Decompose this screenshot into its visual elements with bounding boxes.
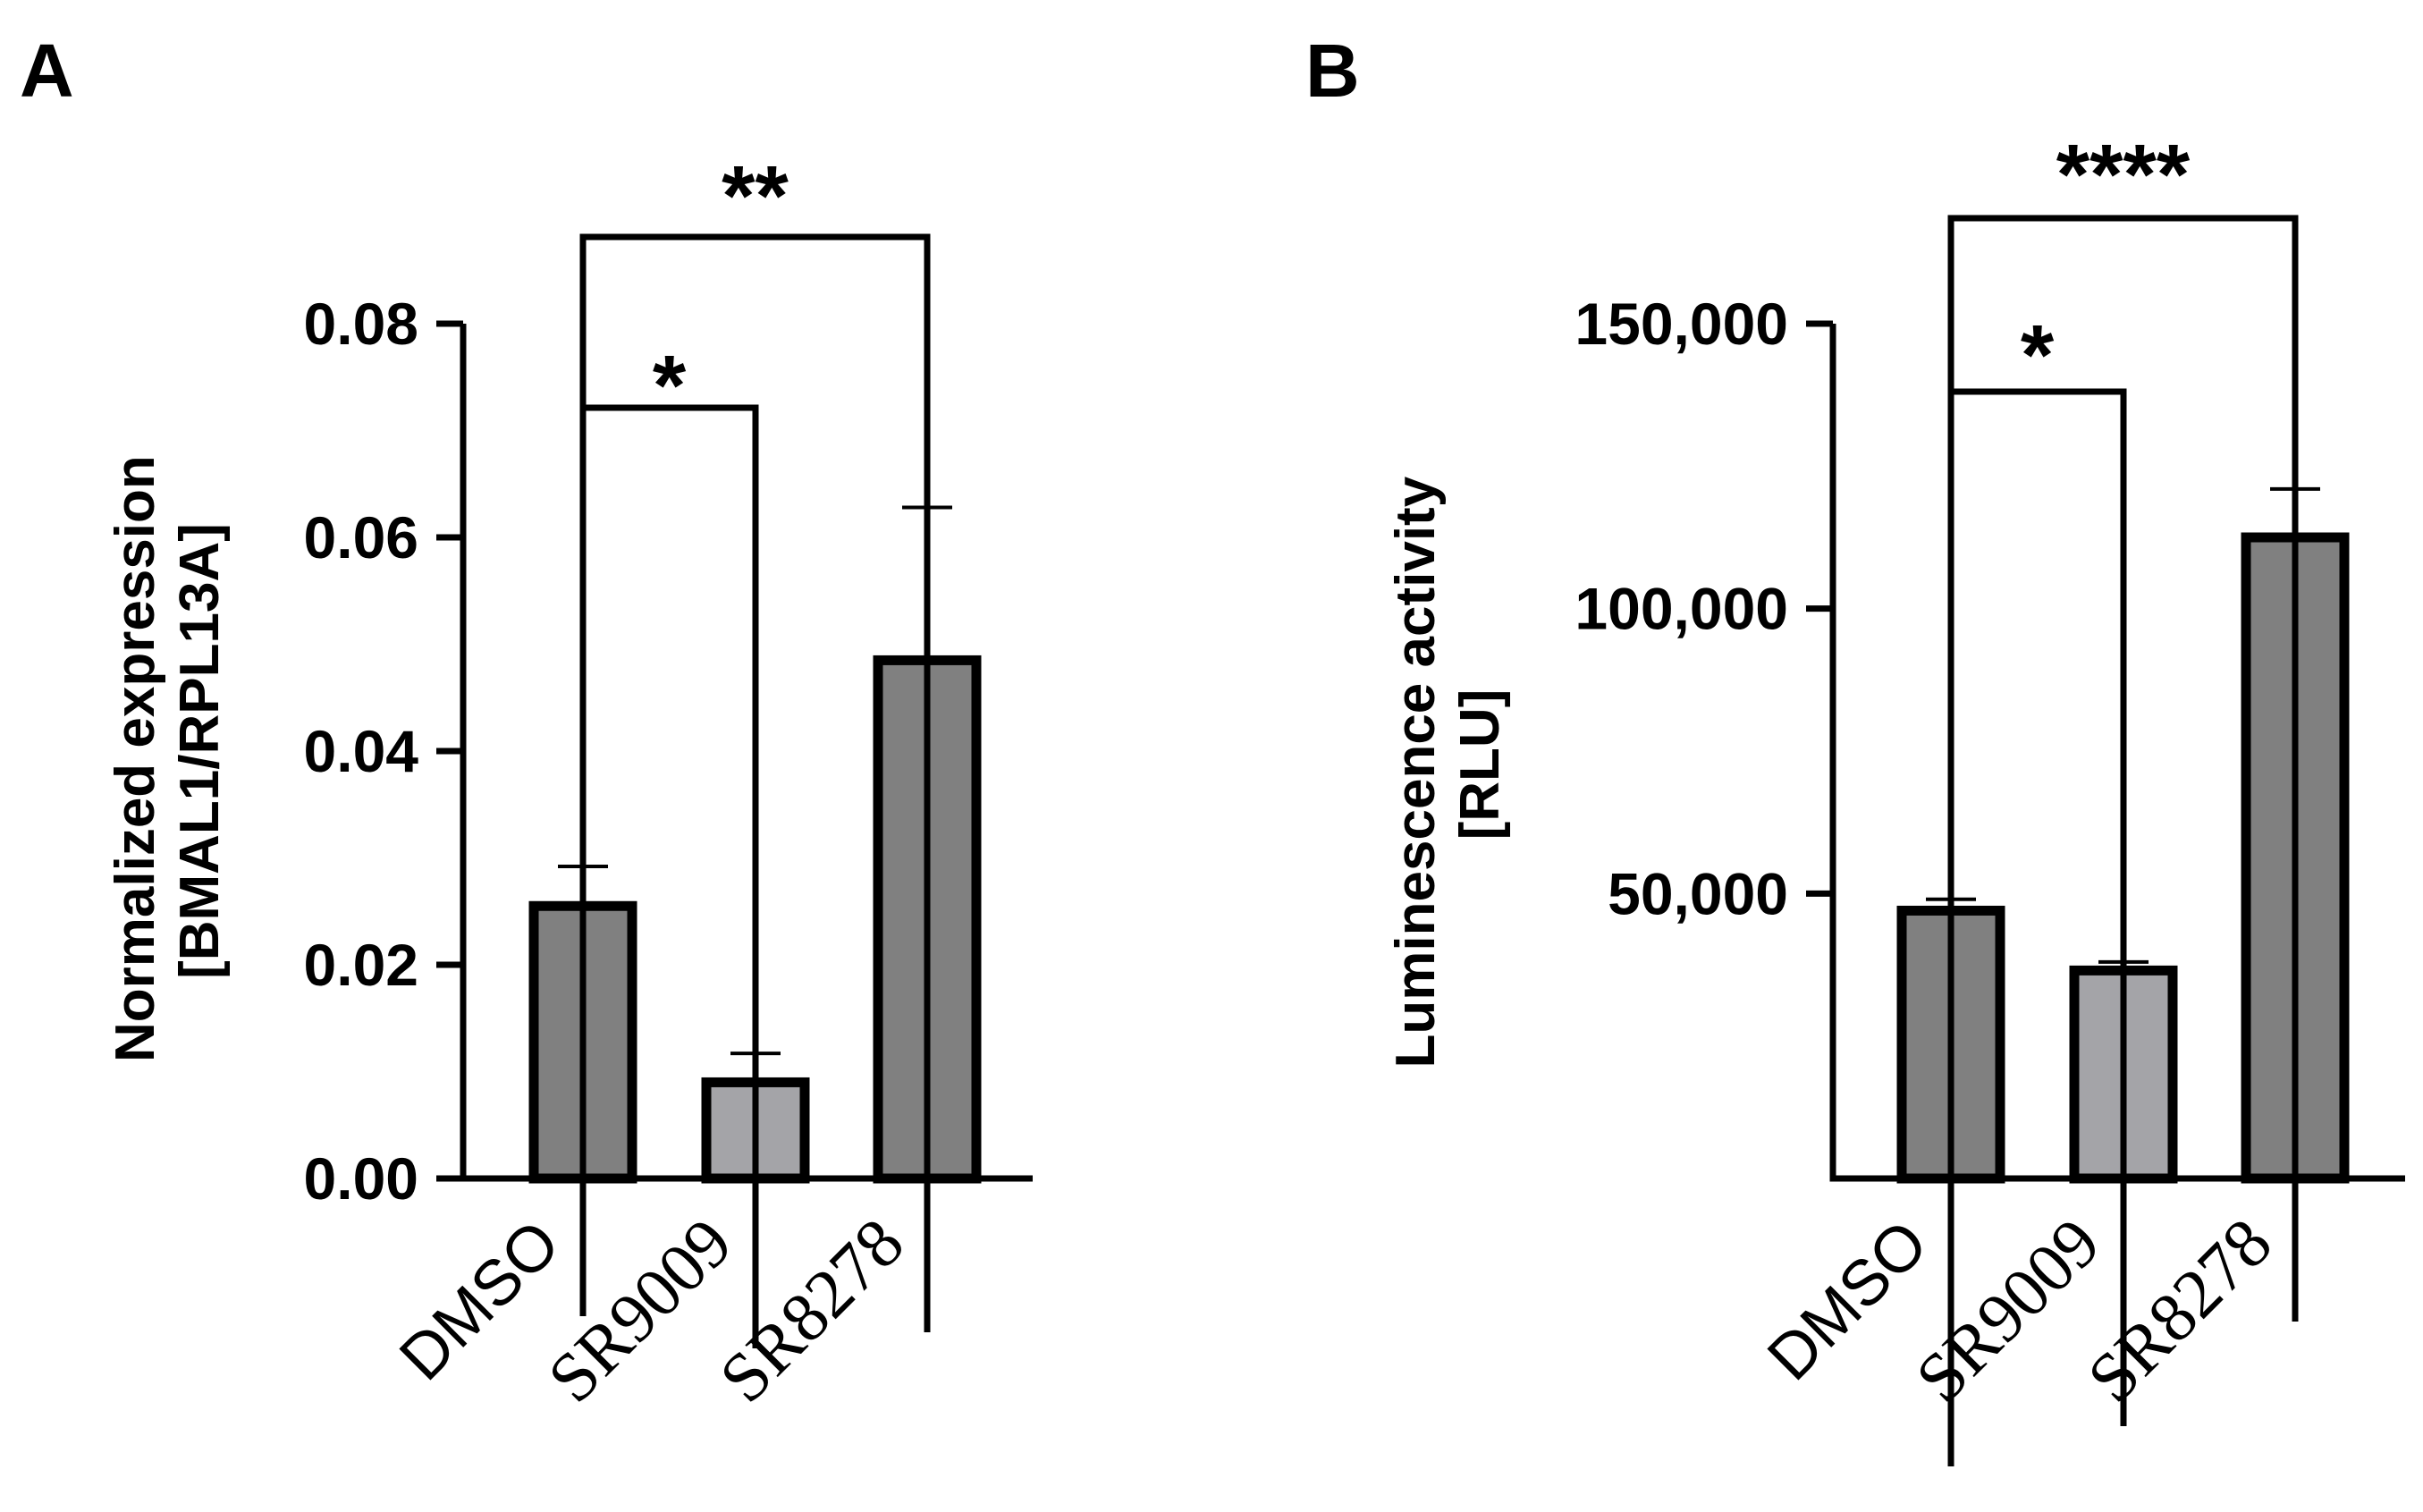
panel-a-category-label-sr8278: SR8278 xyxy=(705,1204,918,1417)
panel-a-ytick-label: 0.02 xyxy=(304,932,418,998)
panel-b-letter: B xyxy=(1305,29,1360,113)
panel-a-significance-label: ** xyxy=(722,148,789,244)
panel-b-ylabel: Luminescence activity [RLU] xyxy=(1385,461,1511,1069)
panel-b-ytick-label: 150,000 xyxy=(1575,291,1788,357)
panel-a-letter: A xyxy=(20,29,74,113)
panel-b-marks: 50,000100,000150,000DMSOSR9009SR8278****… xyxy=(1575,127,2405,1466)
panel-a-ytick-label: 0.00 xyxy=(304,1145,418,1212)
panel-a-ylabel-line2: [BMAL1/RPL13A] xyxy=(169,523,231,979)
panel-a-category-label-sr9009: SR9009 xyxy=(533,1204,747,1417)
panel-b: B Luminescence activity [RLU] 50,000 100,… xyxy=(1305,29,2405,1466)
panel-a-significance-label: * xyxy=(653,338,687,434)
panel-b-category-label-sr9009: SR9009 xyxy=(1901,1204,2115,1417)
panel-a-ytick-label: 0.08 xyxy=(304,291,418,357)
panel-a-significance-bracket xyxy=(579,404,759,1348)
panel-b-ylabel-line1: Luminescence activity xyxy=(1385,476,1447,1068)
panel-b-category-label-sr8278: SR8278 xyxy=(2073,1204,2286,1417)
panel-a-ylabel-line1: Normalized expression xyxy=(105,455,166,1062)
panel-a-significance-bracket xyxy=(579,233,931,1332)
panel-a-ytick-label: 0.06 xyxy=(304,504,418,570)
panel-b-ytick-label: 100,000 xyxy=(1575,576,1788,642)
panel-b-significance-label: **** xyxy=(2056,127,2191,223)
panel-a-ylabel: Normalized expression [BMAL1/RPL13A] xyxy=(105,440,231,1062)
panel-b-ytick-label: 50,000 xyxy=(1608,860,1788,926)
panel-b-significance-bracket xyxy=(1947,215,2299,1466)
panel-a: A Normalized expression [BMAL1/RPL13A] 0… xyxy=(20,29,1033,1417)
panel-b-ylabel-line2: [RLU] xyxy=(1449,689,1511,840)
panel-a-ytick-label: 0.04 xyxy=(304,718,419,784)
panel-b-significance-label: * xyxy=(2021,308,2055,403)
